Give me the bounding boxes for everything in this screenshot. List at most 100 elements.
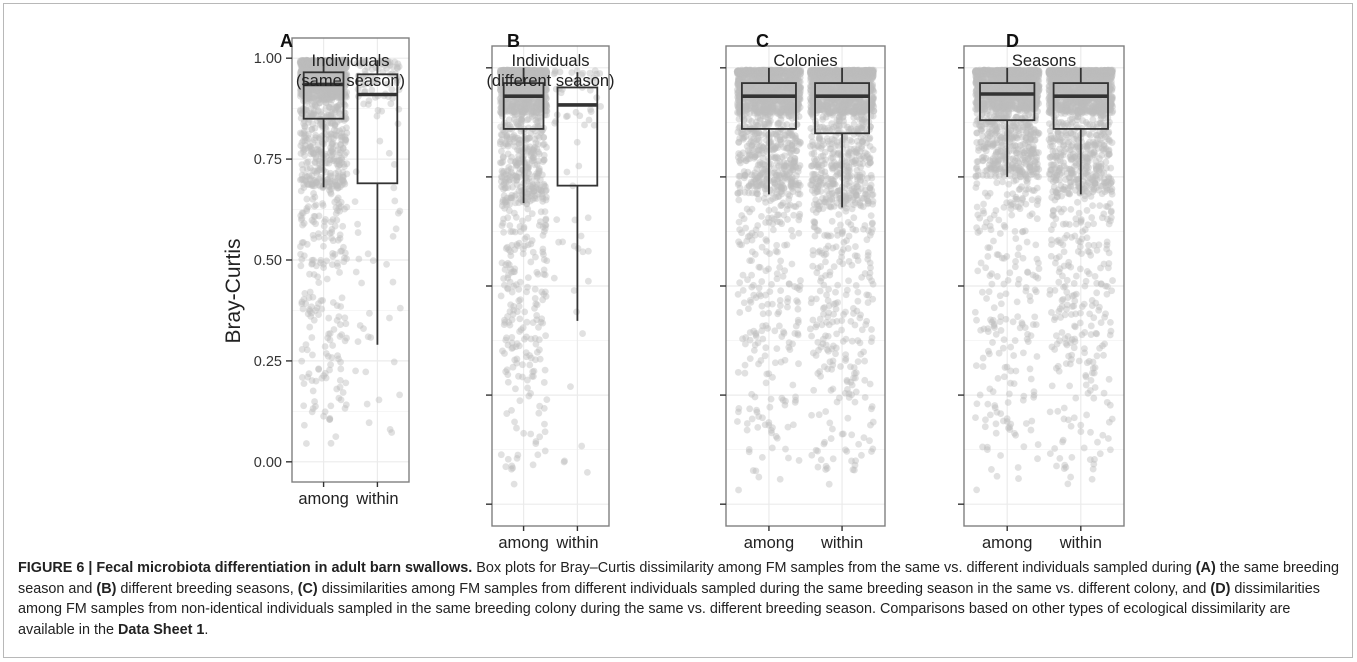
data-point xyxy=(392,225,400,233)
data-point xyxy=(524,241,532,249)
data-point xyxy=(309,351,316,359)
data-point xyxy=(758,142,765,150)
data-point xyxy=(795,360,802,368)
data-point xyxy=(313,73,321,80)
data-point xyxy=(305,95,313,103)
data-point xyxy=(343,170,351,178)
y-tick-label: 0.50 xyxy=(254,253,282,269)
data-point xyxy=(305,94,313,102)
data-point xyxy=(742,334,750,341)
data-point xyxy=(333,216,341,224)
data-point xyxy=(300,64,308,72)
data-point xyxy=(341,254,348,262)
data-point xyxy=(313,60,321,67)
data-point xyxy=(540,404,548,412)
data-point xyxy=(777,257,785,265)
data-point xyxy=(340,58,347,66)
data-point xyxy=(331,120,339,128)
data-point xyxy=(342,57,350,65)
data-point xyxy=(758,327,766,335)
data-point xyxy=(734,418,741,425)
data-point xyxy=(784,298,791,306)
data-point xyxy=(335,61,342,69)
data-point xyxy=(520,223,528,231)
y-tick-label: 1.00 xyxy=(254,51,282,67)
data-point xyxy=(339,173,347,181)
data-point xyxy=(300,120,308,128)
data-point xyxy=(329,94,337,101)
data-point xyxy=(761,124,769,132)
data-point xyxy=(786,201,794,209)
data-point xyxy=(297,262,305,270)
data-point xyxy=(394,65,401,72)
data-point xyxy=(343,334,350,342)
data-point xyxy=(531,294,539,302)
data-point xyxy=(339,57,347,65)
data-point xyxy=(302,178,310,185)
data-point xyxy=(517,116,525,124)
data-point xyxy=(780,211,788,219)
data-point xyxy=(321,408,329,416)
data-point xyxy=(356,322,364,329)
data-point xyxy=(520,429,528,437)
data-point xyxy=(567,383,574,391)
data-point xyxy=(336,269,343,276)
data-point xyxy=(333,90,341,98)
data-point xyxy=(505,318,513,326)
data-point xyxy=(396,391,403,399)
data-point xyxy=(756,100,764,107)
data-point xyxy=(509,363,517,371)
data-point xyxy=(317,72,325,80)
data-point xyxy=(334,184,342,192)
data-point xyxy=(312,60,320,68)
data-point xyxy=(299,238,307,246)
data-point xyxy=(340,65,347,72)
data-point xyxy=(328,147,336,155)
data-point xyxy=(501,121,509,129)
data-point xyxy=(315,279,323,287)
data-point xyxy=(320,75,328,82)
data-point xyxy=(352,268,360,276)
data-point xyxy=(519,250,527,258)
data-point xyxy=(776,475,784,483)
data-point xyxy=(302,341,310,349)
data-point xyxy=(795,229,803,237)
data-point xyxy=(740,168,748,175)
data-point xyxy=(337,59,345,67)
data-point xyxy=(796,89,804,97)
data-point xyxy=(302,134,309,142)
data-point xyxy=(509,135,517,143)
data-point xyxy=(741,361,749,369)
data-point xyxy=(560,458,568,466)
data-point xyxy=(753,408,761,416)
data-point xyxy=(529,373,537,380)
data-point xyxy=(775,119,783,127)
data-point xyxy=(335,313,343,321)
data-point xyxy=(315,59,323,67)
data-point xyxy=(498,159,505,167)
data-point xyxy=(303,99,311,106)
data-point xyxy=(310,98,318,106)
data-point xyxy=(497,451,505,459)
data-point xyxy=(499,219,507,227)
data-point xyxy=(301,57,309,65)
data-point xyxy=(755,473,763,481)
data-point xyxy=(338,176,346,184)
data-point xyxy=(388,429,396,436)
data-point xyxy=(367,334,375,341)
data-point xyxy=(329,249,337,257)
data-point xyxy=(526,134,533,142)
data-point xyxy=(338,159,345,166)
data-point xyxy=(306,270,313,278)
data-point xyxy=(747,134,755,141)
data-point xyxy=(329,57,337,65)
data-point xyxy=(746,152,753,159)
panel-title-line: (different season) xyxy=(486,72,614,90)
data-point xyxy=(758,302,766,310)
data-point xyxy=(743,237,751,245)
data-point xyxy=(504,341,512,349)
data-point xyxy=(323,57,331,64)
data-point xyxy=(339,145,347,152)
data-point xyxy=(298,59,306,67)
data-point xyxy=(304,181,312,189)
